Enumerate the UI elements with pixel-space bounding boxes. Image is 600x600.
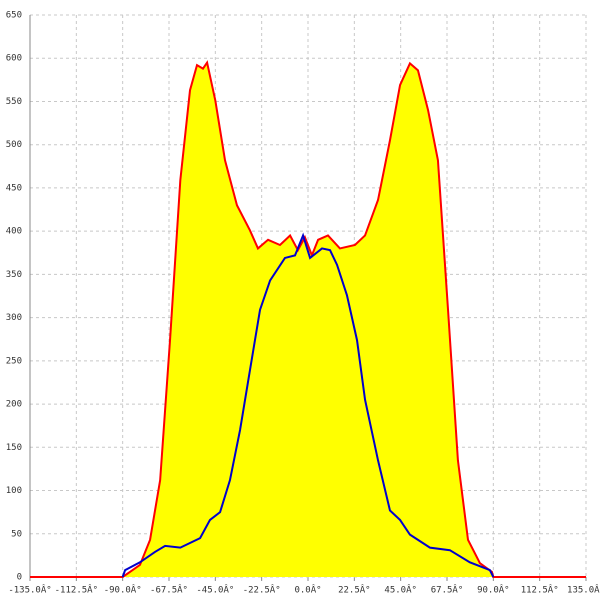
y-tick-label: 400 (6, 227, 22, 237)
y-tick-label: 650 (6, 11, 22, 21)
x-tick-label: 45.0Â° (384, 584, 417, 596)
x-tick-label: 0.0Â° (294, 584, 321, 596)
y-tick-label: 100 (6, 486, 22, 496)
y-tick-label: 150 (6, 443, 22, 453)
x-tick-label: 112.5Â° (521, 584, 559, 596)
x-tick-label: 67.5Â° (431, 584, 464, 596)
x-tick-label: -67.5Â° (150, 584, 188, 596)
line (30, 60, 586, 578)
y-tick-label: 0 (17, 573, 22, 583)
x-tick-label: -45.0Â° (196, 584, 234, 596)
y-tick-label: 200 (6, 400, 22, 410)
x-tick-label: 22.5Â° (338, 584, 371, 596)
y-tick-label: 550 (6, 97, 22, 107)
x-tick-label: 90.0Â° (477, 584, 510, 596)
line (121, 232, 495, 578)
x-tick-label: 135.0Â° (567, 584, 600, 596)
y-tick-label: 600 (6, 54, 22, 64)
x-tick-label: -112.5Â° (55, 584, 98, 596)
y-tick-label: 300 (6, 313, 22, 323)
x-tick-label: -90.0Â° (104, 584, 142, 596)
y-tick-label: 350 (6, 270, 22, 280)
x-tick-label: -135.0Â° (8, 584, 51, 596)
area (30, 62, 586, 578)
y-tick-label: 500 (6, 140, 22, 150)
y-tick-label: 450 (6, 183, 22, 193)
x-tick-label: -22.5Â° (243, 584, 281, 596)
y-tick-label: 250 (6, 356, 22, 366)
y-tick-label: 50 (11, 529, 22, 539)
